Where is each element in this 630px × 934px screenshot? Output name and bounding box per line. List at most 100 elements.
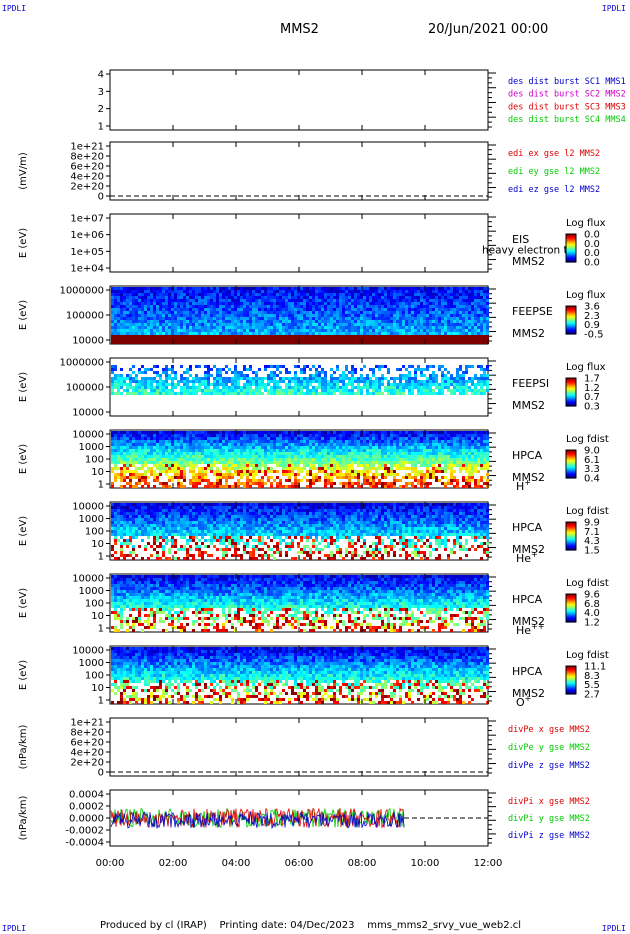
spectrogram-cell bbox=[447, 329, 450, 332]
spectrogram-cell bbox=[375, 290, 378, 293]
spectrogram-cell bbox=[123, 311, 126, 314]
spectrogram-cell bbox=[324, 476, 327, 479]
spectrogram-cell bbox=[267, 338, 270, 341]
spectrogram-cell bbox=[315, 374, 318, 377]
spectrogram-cell bbox=[192, 455, 195, 458]
spectrogram-cell bbox=[312, 332, 315, 335]
spectrogram-cell bbox=[462, 383, 465, 386]
spectrogram-cell bbox=[147, 287, 150, 290]
spectrogram-cell bbox=[345, 470, 348, 473]
spectrogram-cell bbox=[339, 437, 342, 440]
spectrogram-cell bbox=[330, 455, 333, 458]
spectrogram-cell bbox=[333, 449, 336, 452]
spectrogram-cell bbox=[231, 326, 234, 329]
spectrogram-cell bbox=[132, 320, 135, 323]
spectrogram-cell bbox=[195, 293, 198, 296]
spectrogram-cell bbox=[264, 377, 267, 380]
spectrogram-cell bbox=[201, 440, 204, 443]
spectrogram-cell bbox=[480, 323, 483, 326]
spectrogram-cell bbox=[201, 296, 204, 299]
spectrogram-cell bbox=[222, 314, 225, 317]
spectrogram-cell bbox=[291, 314, 294, 317]
spectrogram-cell bbox=[426, 305, 429, 308]
spectrogram-cell bbox=[213, 311, 216, 314]
spectrogram-cell bbox=[294, 455, 297, 458]
spectrogram-cell bbox=[258, 290, 261, 293]
spectrogram-cell bbox=[141, 473, 144, 476]
spectrogram-cell bbox=[318, 392, 321, 395]
spectrogram-cell bbox=[183, 314, 186, 317]
spectrogram-cell bbox=[441, 329, 444, 332]
spectrogram-cell bbox=[336, 461, 339, 464]
spectrogram-cell bbox=[357, 446, 360, 449]
spectrogram-cell bbox=[192, 290, 195, 293]
spectrogram-cell bbox=[255, 431, 258, 434]
spectrogram-cell bbox=[198, 323, 201, 326]
spectrogram-cell bbox=[387, 338, 390, 341]
spectrogram-cell bbox=[204, 287, 207, 290]
spectrogram-cell bbox=[414, 299, 417, 302]
spectrogram-cell bbox=[417, 293, 420, 296]
spectrogram-cell bbox=[435, 341, 438, 344]
spectrogram-cell bbox=[360, 386, 363, 389]
spectrogram-cell bbox=[273, 452, 276, 455]
spectrogram-cell bbox=[234, 386, 237, 389]
spectrogram-cell bbox=[294, 479, 297, 482]
spectrogram-cell bbox=[174, 299, 177, 302]
spectrogram-cell bbox=[288, 329, 291, 332]
spectrogram-cell bbox=[126, 458, 129, 461]
spectrogram-cell bbox=[246, 332, 249, 335]
spectrogram-cell bbox=[144, 299, 147, 302]
spectrogram-cell bbox=[369, 323, 372, 326]
spectrogram-cell bbox=[282, 452, 285, 455]
spectrogram-cell bbox=[195, 482, 198, 485]
spectrogram-cell bbox=[453, 323, 456, 326]
spectrogram-cell bbox=[354, 449, 357, 452]
spectrogram-cell bbox=[336, 296, 339, 299]
spectrogram-cell bbox=[345, 389, 348, 392]
spectrogram-cell bbox=[447, 323, 450, 326]
spectrogram-cell bbox=[228, 446, 231, 449]
spectrogram-cell bbox=[219, 479, 222, 482]
spectrogram-cell bbox=[282, 437, 285, 440]
spectrogram-cell bbox=[162, 326, 165, 329]
spectrogram-cell bbox=[117, 323, 120, 326]
y-tick-label: 4 bbox=[98, 70, 104, 81]
spectrogram-cell bbox=[273, 383, 276, 386]
spectrogram-cell bbox=[351, 431, 354, 434]
spectrogram-cell bbox=[294, 377, 297, 380]
spectrogram-cell bbox=[288, 311, 291, 314]
spectrogram-cell bbox=[426, 296, 429, 299]
spectrogram-cell bbox=[132, 311, 135, 314]
spectrogram-cell bbox=[351, 293, 354, 296]
spectrogram-cell bbox=[459, 302, 462, 305]
spectrogram-cell bbox=[357, 386, 360, 389]
spectrogram-cell bbox=[174, 440, 177, 443]
spectrogram-cell bbox=[378, 293, 381, 296]
spectrogram-cell bbox=[162, 464, 165, 467]
spectrogram-cell bbox=[195, 455, 198, 458]
spectrogram-cell bbox=[174, 323, 177, 326]
spectrogram-cell bbox=[174, 443, 177, 446]
spectrogram-cell bbox=[168, 332, 171, 335]
spectrogram-cell bbox=[138, 479, 141, 482]
spectrogram-cell bbox=[201, 467, 204, 470]
spectrogram-cell bbox=[159, 377, 162, 380]
spectrogram-cell bbox=[351, 437, 354, 440]
spectrogram-cell bbox=[429, 374, 432, 377]
spectrogram-cell bbox=[384, 329, 387, 332]
spectrogram-cell bbox=[432, 293, 435, 296]
spectrogram-cell bbox=[225, 293, 228, 296]
spectrogram-cell bbox=[411, 332, 414, 335]
spectrogram-cell bbox=[123, 446, 126, 449]
spectrogram-cell bbox=[288, 293, 291, 296]
spectrogram-cell bbox=[246, 443, 249, 446]
spectrogram-cell bbox=[468, 311, 471, 314]
spectrogram-cell bbox=[120, 341, 123, 344]
spectrogram-cell bbox=[165, 338, 168, 341]
spectrogram-cell bbox=[207, 455, 210, 458]
spectrogram-cell bbox=[114, 317, 117, 320]
spectrogram-cell bbox=[276, 368, 279, 371]
spectrogram-cell bbox=[243, 467, 246, 470]
spectrogram-cell bbox=[216, 458, 219, 461]
